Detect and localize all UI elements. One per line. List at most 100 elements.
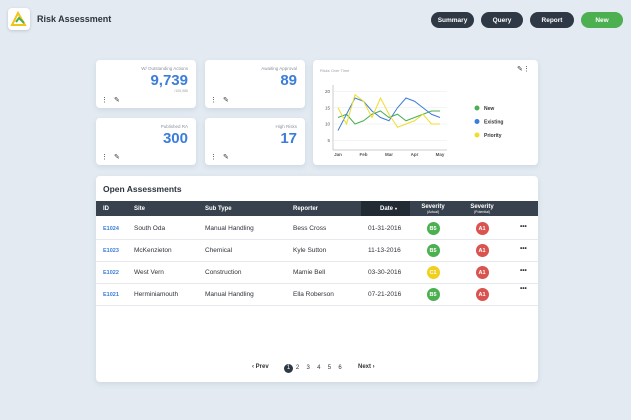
column-sublabel: (Potential) xyxy=(474,209,490,214)
card-icons[interactable]: ⋮✎ xyxy=(210,154,235,161)
table-cell: Ella Roberson xyxy=(293,291,334,298)
kpi-card: Awaiting Approval 89 ⋮✎ xyxy=(205,60,305,108)
report-button[interactable]: Report xyxy=(530,12,574,28)
column-header: Sub Type xyxy=(205,201,232,216)
row-separator xyxy=(96,283,538,284)
column-header: Severity (Potential) xyxy=(462,201,502,216)
column-header: Site xyxy=(134,201,145,216)
table-cell: McKenzieton xyxy=(134,247,172,254)
table-cell: 11-13-2016 xyxy=(368,247,401,254)
severity-badge: B5 xyxy=(426,288,440,301)
column-header: ID xyxy=(103,201,109,216)
table-cell: 07-21-2016 xyxy=(368,291,402,298)
page-number[interactable]: 3 xyxy=(306,365,310,371)
row-menu[interactable]: ••• xyxy=(520,285,527,292)
legend-label: Existing xyxy=(484,119,503,125)
kpi-label: Awaiting Approval xyxy=(261,66,297,71)
y-tick-label: 15 xyxy=(325,105,331,110)
x-tick-label: May xyxy=(436,152,445,157)
table-cell: Herminiamouth xyxy=(134,291,179,298)
x-tick-label: Jan xyxy=(334,152,342,157)
legend-marker xyxy=(474,119,480,124)
table-card: Open Assessments ID Site Sub Type Reporter D… xyxy=(96,176,538,382)
card-icons[interactable]: ⋮✎ xyxy=(210,97,235,104)
legend-marker xyxy=(474,132,480,138)
page-number[interactable]: 1 xyxy=(284,363,293,373)
kpi-value: 89 xyxy=(280,72,297,89)
row-id-link[interactable]: E1024 xyxy=(103,226,119,232)
page-number[interactable]: 2 xyxy=(295,365,300,371)
new-button[interactable]: New xyxy=(581,12,623,28)
card-icons[interactable]: ⋮✎ xyxy=(101,97,126,104)
page-number[interactable]: 5 xyxy=(327,365,332,371)
y-tick-label: 5 xyxy=(327,138,330,143)
severity-badge: A1 xyxy=(475,244,489,257)
row-id-link[interactable]: E1022 xyxy=(103,270,119,276)
row-id-link[interactable]: E1023 xyxy=(103,248,119,254)
x-tick-label: Feb xyxy=(359,152,367,157)
page-number[interactable]: 4 xyxy=(317,365,321,371)
table-cell: Kyle Sutton xyxy=(293,247,327,254)
prev-label: Prev xyxy=(255,364,269,370)
x-tick-label: Apr xyxy=(411,152,419,157)
chart-icons[interactable]: ✎⋮ xyxy=(517,66,530,73)
severity-badge: B5 xyxy=(426,244,440,257)
table-title: Open Assessments xyxy=(103,184,182,194)
column-header: Severity (Actual) xyxy=(413,201,453,216)
table-cell: Chemical xyxy=(205,247,233,254)
legend-label: Priority xyxy=(484,133,502,139)
severity-badge: B5 xyxy=(426,222,440,235)
prev-button[interactable]: ‹ Prev xyxy=(252,364,269,370)
page-number[interactable]: 6 xyxy=(338,365,342,371)
column-header: Reporter xyxy=(293,201,318,216)
column-label: ID xyxy=(103,205,109,212)
sort-icon: ▾ xyxy=(395,206,398,211)
column-header[interactable]: Date ▾ xyxy=(380,201,397,216)
table-cell: 03-30-2016 xyxy=(368,269,402,276)
next-button[interactable]: Next › xyxy=(358,364,375,370)
kpi-card: W/ Outstanding Actions 9,739 /105,986 ⋮✎ xyxy=(96,60,196,108)
row-separator xyxy=(96,239,538,240)
kpi-value: 300 xyxy=(162,130,188,147)
row-menu[interactable]: ••• xyxy=(520,223,527,230)
severity-badge: C1 xyxy=(426,266,440,279)
next-label: Next xyxy=(358,364,372,370)
series-line xyxy=(337,110,440,125)
logo-icon xyxy=(10,10,27,26)
kpi-label: High Risks xyxy=(275,124,297,129)
chart-card: Risks Over Time ✎⋮ 5 10 15 20 Jan Feb Mar Apr Ma… xyxy=(313,60,538,165)
kpi-label: W/ Outstanding Actions xyxy=(141,66,188,71)
table-cell: West Vern xyxy=(134,269,164,276)
table-cell: 01-31-2016 xyxy=(368,225,402,232)
row-id-link[interactable]: E1021 xyxy=(103,292,119,298)
y-tick-label: 10 xyxy=(325,122,331,127)
column-label: Severity xyxy=(421,203,445,210)
row-menu[interactable]: ••• xyxy=(520,245,527,252)
table-cell: Manual Handling xyxy=(205,291,254,298)
series-line xyxy=(337,93,440,128)
row-menu[interactable]: ••• xyxy=(520,267,527,274)
row-separator xyxy=(96,305,538,306)
summary-button[interactable]: Summary xyxy=(431,12,474,28)
query-button[interactable]: Query xyxy=(481,12,523,28)
legend-marker xyxy=(474,105,480,111)
logo[interactable] xyxy=(8,8,30,30)
column-label: Severity xyxy=(470,203,494,210)
chart-title: Risks Over Time xyxy=(320,68,350,73)
table-cell: Construction xyxy=(205,269,242,276)
table-cell: Bess Cross xyxy=(293,225,327,232)
column-label: Date xyxy=(380,205,394,212)
row-separator xyxy=(96,261,538,262)
card-icons[interactable]: ⋮✎ xyxy=(101,154,126,161)
x-tick-label: Mar xyxy=(385,152,393,157)
table-cell: Manual Handling xyxy=(205,225,254,232)
severity-badge: A1 xyxy=(475,266,489,279)
kpi-label: Published RA xyxy=(160,124,188,129)
column-sublabel: (Actual) xyxy=(426,209,440,214)
severity-badge: A1 xyxy=(475,222,489,235)
app-title: Risk Assessment xyxy=(37,14,112,24)
column-label: Sub Type xyxy=(205,205,232,212)
column-label: Reporter xyxy=(293,205,319,212)
legend-label: New xyxy=(484,106,494,112)
